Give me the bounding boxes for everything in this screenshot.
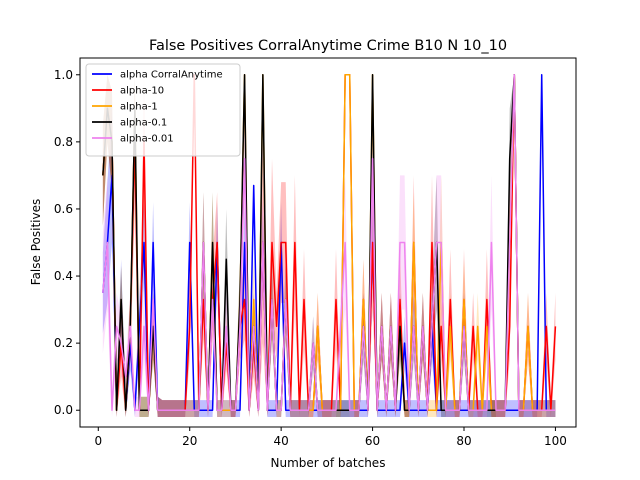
y-tick-label: 0.4	[54, 269, 73, 283]
legend-entry: alpha CorralAnytime	[120, 70, 223, 81]
y-axis: 0.0 0.2 0.4 0.6 0.8 1.0	[54, 68, 80, 417]
legend-entry: alpha-0.1	[120, 118, 167, 129]
x-tick-label: 20	[182, 434, 197, 448]
band-series-2	[102, 74, 556, 417]
y-tick-label: 1.0	[54, 68, 73, 82]
chart-title: False Positives CorralAnytime Crime B10 …	[149, 38, 507, 54]
legend-entry: alpha-0.01	[120, 134, 174, 145]
legend-box	[85, 63, 241, 157]
series-lines	[102, 74, 557, 411]
band-series-1	[102, 74, 556, 417]
line-series-4	[102, 74, 556, 411]
x-tick-label: 0	[94, 434, 102, 448]
x-tick-label: 80	[456, 434, 471, 448]
legend-entry: alpha-1	[120, 102, 158, 113]
y-tick-label: 0.0	[54, 403, 73, 417]
legend-entry: alpha-10	[120, 86, 164, 97]
band-series-4	[102, 74, 556, 417]
x-axis: 0 20 40 60 80 100	[94, 427, 567, 448]
y-axis-label: False Positives	[29, 199, 43, 285]
x-tick-label: 60	[365, 434, 380, 448]
plot-frame	[79, 57, 577, 428]
x-axis-label: Number of batches	[271, 456, 386, 470]
y-tick-label: 0.2	[54, 336, 73, 350]
y-tick-label: 0.8	[54, 135, 73, 149]
x-tick-label: 100	[544, 434, 567, 448]
plot-area	[102, 74, 557, 417]
band-series-3	[102, 74, 556, 417]
legend: alpha CorralAnytime alpha-10 alpha-1 alpha-…	[85, 63, 241, 157]
y-tick-label: 0.6	[54, 202, 73, 216]
x-tick-label: 40	[274, 434, 289, 448]
